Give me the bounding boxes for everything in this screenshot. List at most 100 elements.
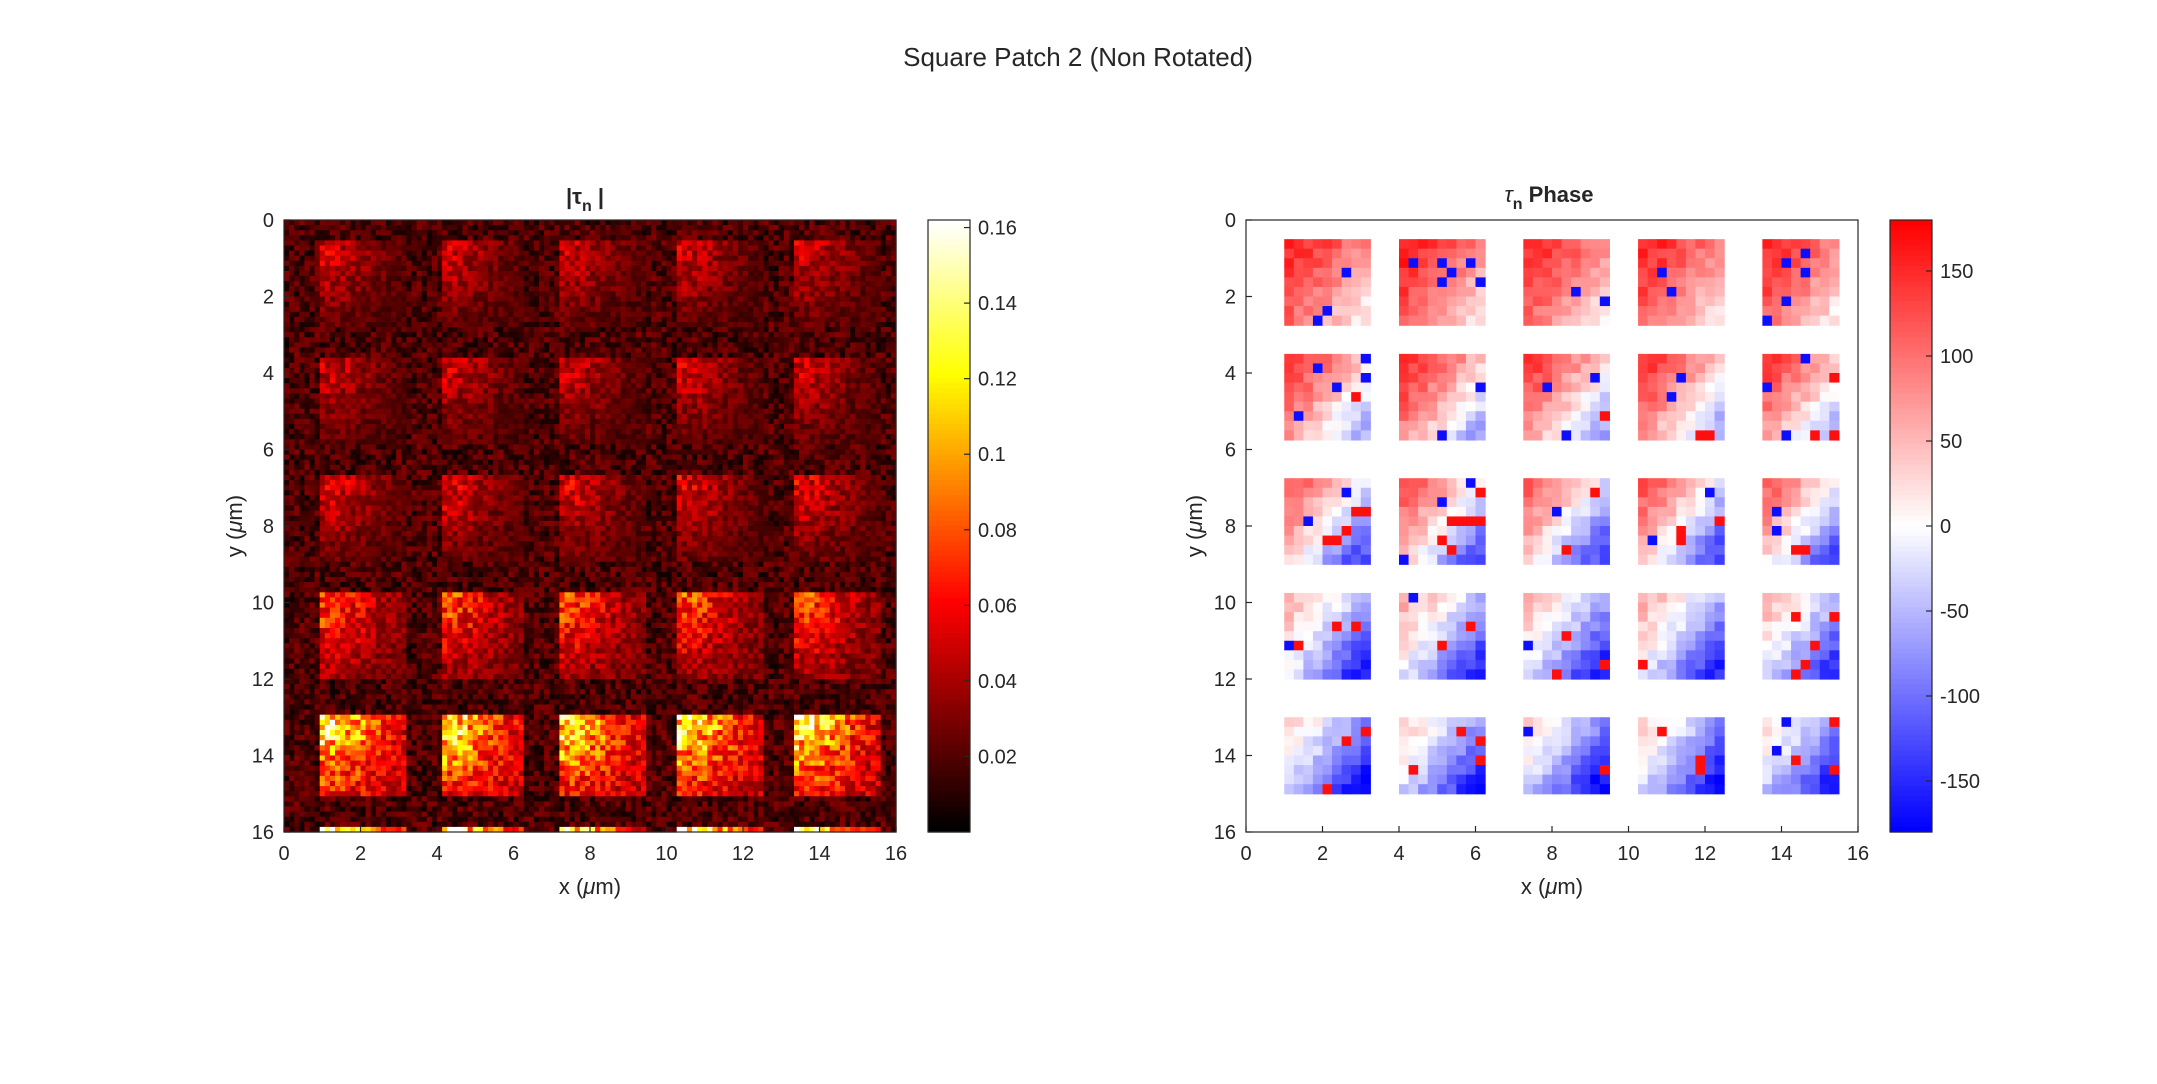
heatmap-cell	[671, 225, 678, 231]
heatmap-cell	[661, 337, 668, 343]
heatmap-cell	[753, 245, 759, 252]
heatmap-cell	[431, 424, 438, 430]
heatmap-cell	[748, 220, 754, 226]
heatmap-cell	[447, 296, 453, 303]
heatmap-cell	[809, 393, 815, 400]
heatmap-cell	[880, 352, 887, 359]
heatmap-cell	[712, 347, 719, 354]
heatmap-cell	[809, 342, 815, 349]
heatmap-cell	[569, 271, 576, 277]
heatmap-cell	[712, 245, 719, 252]
heatmap-cell	[493, 429, 499, 435]
heatmap-cell	[477, 271, 484, 277]
heatmap-cell	[437, 322, 443, 328]
heatmap-cell	[824, 306, 831, 313]
heatmap-cell	[457, 296, 464, 303]
heatmap-cell	[554, 398, 560, 405]
heatmap-cell	[447, 408, 453, 415]
heatmap-cell	[411, 296, 418, 303]
heatmap-cell	[625, 286, 632, 292]
heatmap-cell	[370, 393, 377, 400]
heatmap-cell	[309, 250, 316, 257]
heatmap-cell	[523, 413, 530, 420]
heatmap-cell	[885, 220, 892, 226]
heatmap-cell	[794, 337, 800, 343]
heatmap-cell	[508, 306, 515, 313]
heatmap-cell	[686, 388, 693, 394]
heatmap-cell	[809, 306, 815, 313]
heatmap-cell	[584, 378, 591, 384]
heatmap-cell	[681, 398, 688, 405]
heatmap-cell	[513, 362, 520, 369]
heatmap-cell	[686, 311, 693, 318]
heatmap-cell	[518, 271, 525, 277]
heatmap-cell	[569, 352, 576, 359]
heatmap-cell	[508, 347, 515, 354]
heatmap-cell	[641, 276, 647, 282]
heatmap-cell	[386, 398, 392, 405]
heatmap-cell	[396, 403, 402, 410]
heatmap-cell	[569, 240, 576, 247]
heatmap-cell	[365, 424, 372, 430]
heatmap-cell	[860, 316, 866, 323]
heatmap-cell	[717, 271, 724, 277]
heatmap-cell	[574, 220, 581, 226]
heatmap-cell	[850, 322, 856, 328]
heatmap-cell	[804, 408, 810, 415]
heatmap-cell	[727, 327, 734, 333]
heatmap-cell	[839, 311, 846, 318]
heatmap-cell	[773, 373, 780, 379]
heatmap-cell	[539, 265, 545, 272]
heatmap-cell	[498, 373, 504, 379]
heatmap-cell	[788, 383, 795, 389]
heatmap-cell	[350, 403, 356, 410]
heatmap-cell	[554, 332, 560, 338]
heatmap-cell	[345, 393, 351, 400]
heatmap-cell	[778, 240, 785, 247]
heatmap-cell	[804, 245, 810, 252]
heatmap-cell	[447, 352, 453, 359]
heatmap-cell	[447, 413, 453, 420]
heatmap-cell	[539, 250, 545, 257]
heatmap-cell	[722, 306, 729, 313]
heatmap-cell	[411, 429, 418, 435]
heatmap-cell	[870, 255, 877, 262]
heatmap-cell	[391, 429, 397, 435]
heatmap-cell	[855, 255, 861, 262]
heatmap-cell	[437, 337, 443, 343]
heatmap-cell	[452, 347, 458, 354]
heatmap-cell	[396, 429, 402, 435]
heatmap-cell	[605, 260, 611, 267]
heatmap-cell	[579, 240, 586, 247]
heatmap-cell	[452, 378, 458, 384]
heatmap-cell	[661, 281, 668, 287]
heatmap-cell	[692, 398, 698, 405]
heatmap-cell	[462, 281, 469, 287]
heatmap-cell	[676, 408, 683, 415]
heatmap-cell	[865, 276, 872, 282]
heatmap-cell	[584, 286, 591, 292]
heatmap-cell	[396, 240, 402, 247]
heatmap-cell	[814, 373, 821, 379]
heatmap-cell	[768, 301, 775, 308]
heatmap-cell	[732, 245, 739, 252]
heatmap-cell	[809, 286, 815, 292]
heatmap-cell	[360, 378, 367, 384]
heatmap-cell	[386, 327, 392, 333]
heatmap-cell	[569, 408, 576, 415]
heatmap-cell	[513, 301, 520, 308]
heatmap-cell	[355, 265, 362, 272]
heatmap-cell	[574, 281, 581, 287]
heatmap-cell	[855, 424, 861, 430]
heatmap-cell	[590, 352, 596, 359]
heatmap-cell	[788, 403, 795, 410]
heatmap-cell	[396, 235, 402, 241]
heatmap-cell	[860, 291, 866, 298]
heatmap-cell	[870, 337, 877, 343]
heatmap-cell	[523, 378, 530, 384]
heatmap-cell	[794, 418, 800, 425]
heatmap-cell	[829, 388, 836, 394]
heatmap-cell	[773, 362, 780, 369]
heatmap-cell	[406, 393, 413, 400]
heatmap-cell	[329, 260, 336, 267]
